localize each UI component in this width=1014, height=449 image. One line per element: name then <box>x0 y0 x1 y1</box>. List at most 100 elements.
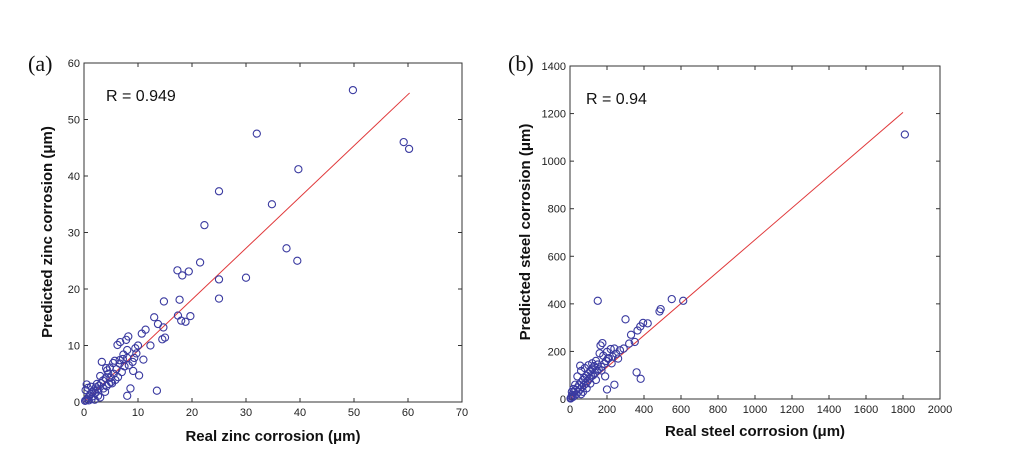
panel-a-data-point <box>404 144 414 154</box>
panel-b-x-tick-label: 1400 <box>817 404 841 416</box>
panel-a-data-point <box>131 344 140 353</box>
panel-a-data-point <box>104 379 113 389</box>
panel-b-y-tick-label: 800 <box>548 204 566 216</box>
panel-a-data-point <box>282 244 291 253</box>
panel-a-data-point <box>126 384 135 393</box>
panel-a-data-point <box>123 391 132 400</box>
panel-b-data-point <box>601 356 611 366</box>
panel-b-data-point <box>597 366 606 375</box>
panel-a-data-point <box>175 295 184 304</box>
panel-b-x-tick-label: 1200 <box>780 404 804 416</box>
panel-a-y-tick-label: 40 <box>68 171 80 183</box>
panel-b-data-point <box>900 130 909 139</box>
panel-b-data-point <box>607 359 616 368</box>
panel-a-data-point <box>159 323 168 332</box>
panel-a-data-point <box>97 357 106 367</box>
panel-b-data-point <box>679 296 688 305</box>
panel-a-marks: 0 10 20 30 40 50 60 70 0 10 20 30 40 50 60 <box>68 58 468 419</box>
panel-a-y-tick-label: 60 <box>68 58 80 70</box>
panel-a-x-tick-label: 50 <box>348 407 360 419</box>
panel-b-x-tick-label: 1600 <box>854 404 878 416</box>
panel-b-y-tick-label: 600 <box>548 251 566 263</box>
panel-b-data-point <box>610 380 619 389</box>
panel-b-label: (b) <box>508 51 534 76</box>
panel-a-data-point <box>90 395 99 404</box>
panel-b-y-tick-label: 1400 <box>542 61 566 73</box>
panel-b-data-point <box>573 372 582 381</box>
panel-a-y-tick-label: 50 <box>68 115 80 127</box>
panel-b-data-point <box>602 385 612 394</box>
panel-b-x-tick-label: 1000 <box>743 404 767 416</box>
panel-a-data-point <box>119 350 128 359</box>
panel-b-data-point <box>655 307 664 316</box>
panel-a-data-point <box>105 363 115 372</box>
panel-a-y-tick-label: 30 <box>68 228 80 240</box>
panel-a-x-tick-label: 20 <box>186 407 198 419</box>
panel-b-y-axis-title: Predicted steel corrosion (μm) <box>517 124 534 341</box>
panel-b-data-point <box>610 344 619 353</box>
panel-a-data-point <box>293 256 302 265</box>
panel-b-data-point <box>598 338 607 348</box>
panel-b-x-axis-title: Real steel corrosion (μm) <box>665 423 845 440</box>
panel-a-data-point <box>124 361 133 370</box>
panel-b-x-tick-label: 200 <box>598 404 616 416</box>
panel-a-data-point <box>294 165 303 174</box>
panel-a-data-point <box>184 267 193 276</box>
panel-a-data-point <box>92 379 102 389</box>
panel-a-data-point <box>137 329 146 338</box>
panel-b-x-tick-label: 1800 <box>891 404 915 416</box>
panel-b-x-tick-label: 2000 <box>928 404 952 416</box>
panel-b-data-point <box>630 337 639 347</box>
panel-a-data-point <box>267 200 277 209</box>
panel-a-data-point <box>159 297 169 306</box>
panel-a-data-point <box>82 380 91 389</box>
panel-a-plot-frame <box>83 62 463 403</box>
panel-b-data-point <box>601 372 610 381</box>
panel-a-data-point <box>133 341 143 350</box>
panel-b-marks: 0 200 400 600 800 1000 1200 1400 1600 1800 2000 0 20… <box>542 61 953 416</box>
panel-a-data-point <box>139 355 148 364</box>
panel-a-x-tick-label: 10 <box>132 407 144 419</box>
panel-b-data-point <box>613 354 623 363</box>
panel-a-label: (a) <box>28 51 52 76</box>
panel-a-data-point <box>200 221 209 230</box>
panel-b-data-point <box>596 341 605 350</box>
panel-a-y-axis-title: Predicted zinc corrosion (μm) <box>39 126 56 338</box>
panel-a-x-tick-label: 60 <box>402 407 414 419</box>
panel-b-y-tick-label: 0 <box>560 394 566 406</box>
panel-b-data-point <box>567 387 576 397</box>
panel-b-data-point <box>625 339 634 348</box>
panel-a-y-tick-label: 0 <box>74 397 80 409</box>
panel-a-y-tick-label: 10 <box>68 341 80 353</box>
panel-a-data-point <box>106 378 116 387</box>
panel-a-x-axis-title: Real zinc corrosion (μm) <box>185 428 360 445</box>
panel-b-x-tick-label: 800 <box>709 404 727 416</box>
panel-a-x-tick-label: 40 <box>294 407 306 419</box>
panel-a-x-tick-label: 0 <box>81 407 87 419</box>
panel-a-data-point <box>214 294 224 303</box>
panel-a-data-point <box>399 137 408 147</box>
panel-a-data-point <box>214 187 224 196</box>
panel-b-y-tick-label: 1000 <box>542 156 566 168</box>
panel-b-data-point <box>643 319 652 328</box>
panel-b-plot-frame <box>569 65 941 400</box>
panel-b-data-point <box>615 346 625 355</box>
panel-a-r-annotation: R = 0.949 <box>106 88 176 105</box>
panel-b-data-point <box>595 349 604 358</box>
panel-b-data-point <box>621 315 630 324</box>
panel-a-data-point <box>178 271 187 280</box>
panel-a-data-point <box>107 379 117 388</box>
panel-b-data-point <box>588 359 597 368</box>
panel-a-data-point <box>116 337 125 347</box>
panel-b-data-point <box>576 361 585 370</box>
panel-b-data-point <box>636 374 645 383</box>
panel-b-steel: (b) 0 200 400 600 800 1000 1200 1400 1600 1800 200… <box>508 51 952 440</box>
panel-a-data-point <box>150 313 159 322</box>
panel-b-data-point <box>576 390 586 399</box>
panel-a-data-point <box>181 317 190 326</box>
panel-b-x-tick-label: 0 <box>567 404 573 416</box>
panel-a-data-point <box>96 371 105 381</box>
panel-a-data-point <box>214 275 224 284</box>
panel-b-data-point <box>633 326 642 335</box>
